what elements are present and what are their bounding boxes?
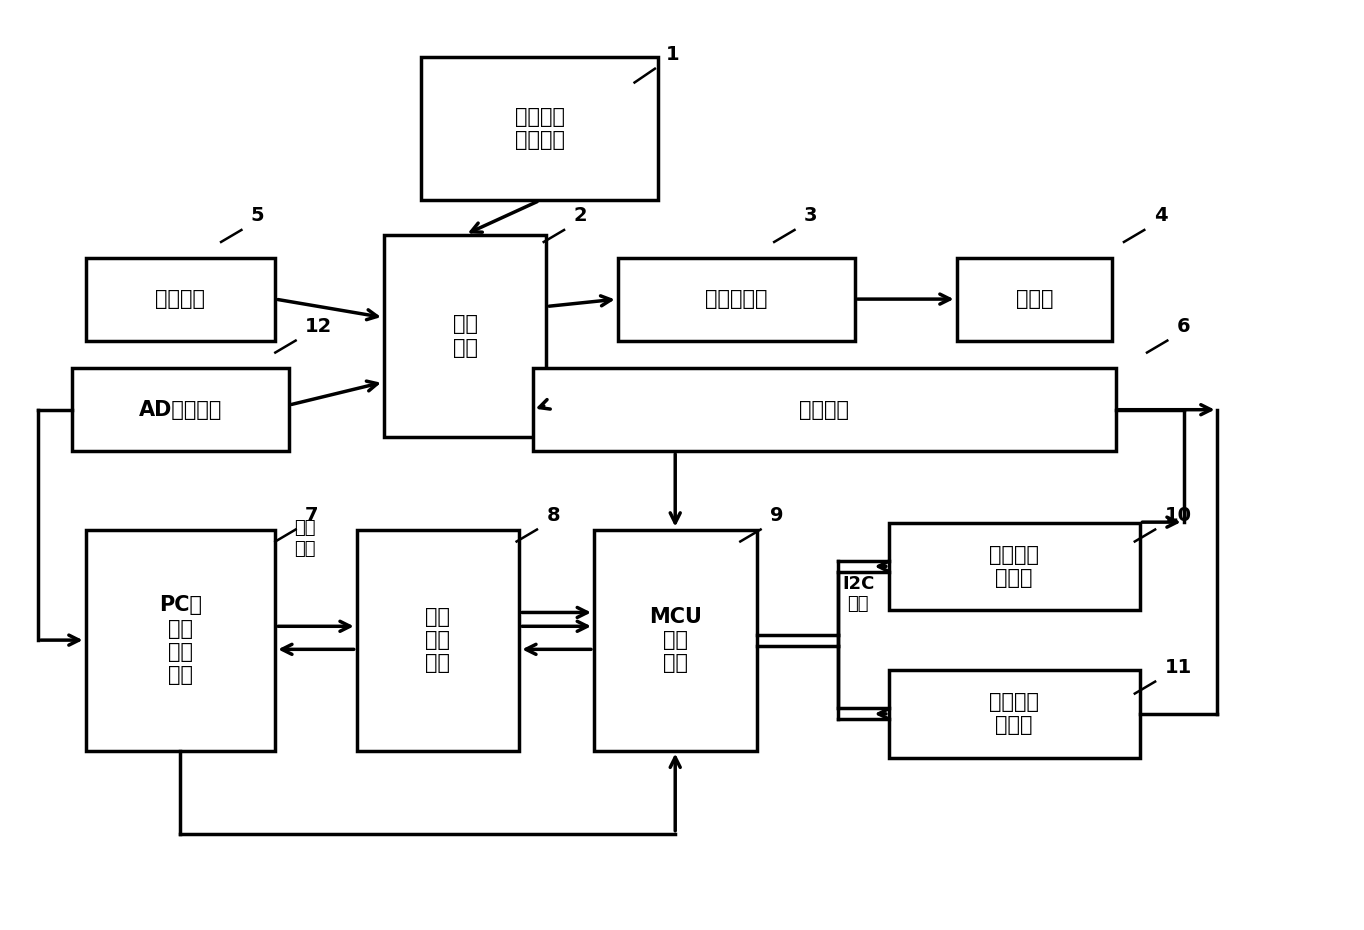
Text: 7: 7 xyxy=(306,506,319,525)
Bar xyxy=(956,258,1113,340)
Text: 8: 8 xyxy=(547,506,561,525)
Text: 电源
模块: 电源 模块 xyxy=(453,314,477,357)
Text: 5: 5 xyxy=(251,206,265,225)
Text: 10: 10 xyxy=(1165,506,1192,525)
Text: 控制开关: 控制开关 xyxy=(155,289,206,309)
Text: 6: 6 xyxy=(1177,317,1191,336)
Bar xyxy=(72,368,289,451)
Bar xyxy=(421,57,659,200)
Text: 热模拟模块: 热模拟模块 xyxy=(705,289,768,309)
Text: 12: 12 xyxy=(306,317,333,336)
Text: 4: 4 xyxy=(1154,206,1168,225)
Bar xyxy=(593,529,757,751)
Text: 串口
通信
模块: 串口 通信 模块 xyxy=(426,607,450,673)
Text: 2: 2 xyxy=(573,206,587,225)
Text: 稳压模块: 稳压模块 xyxy=(799,400,850,419)
Bar xyxy=(533,368,1116,451)
Bar xyxy=(618,258,855,340)
Text: 输出电压
调节模块: 输出电压 调节模块 xyxy=(514,107,565,150)
Text: 测温仪: 测温仪 xyxy=(1016,289,1053,309)
Text: 串口
通信: 串口 通信 xyxy=(295,519,316,558)
Text: PC机
串口
调试
助手: PC机 串口 调试 助手 xyxy=(158,595,202,684)
Text: MCU
控制
模块: MCU 控制 模块 xyxy=(649,607,701,673)
Text: 温度采集
传感器: 温度采集 传感器 xyxy=(989,545,1039,588)
Text: 11: 11 xyxy=(1165,658,1192,677)
Text: 1: 1 xyxy=(666,45,679,64)
Text: 功率采集
传感器: 功率采集 传感器 xyxy=(989,692,1039,736)
Bar xyxy=(889,671,1139,758)
Text: I2C
通信: I2C 通信 xyxy=(842,575,874,614)
Text: 3: 3 xyxy=(803,206,817,225)
Bar xyxy=(889,523,1139,610)
Text: 9: 9 xyxy=(771,506,784,525)
Bar xyxy=(86,258,276,340)
Bar xyxy=(86,529,276,751)
Bar xyxy=(356,529,520,751)
Text: AD转换模块: AD转换模块 xyxy=(139,400,222,419)
Bar xyxy=(383,234,547,437)
